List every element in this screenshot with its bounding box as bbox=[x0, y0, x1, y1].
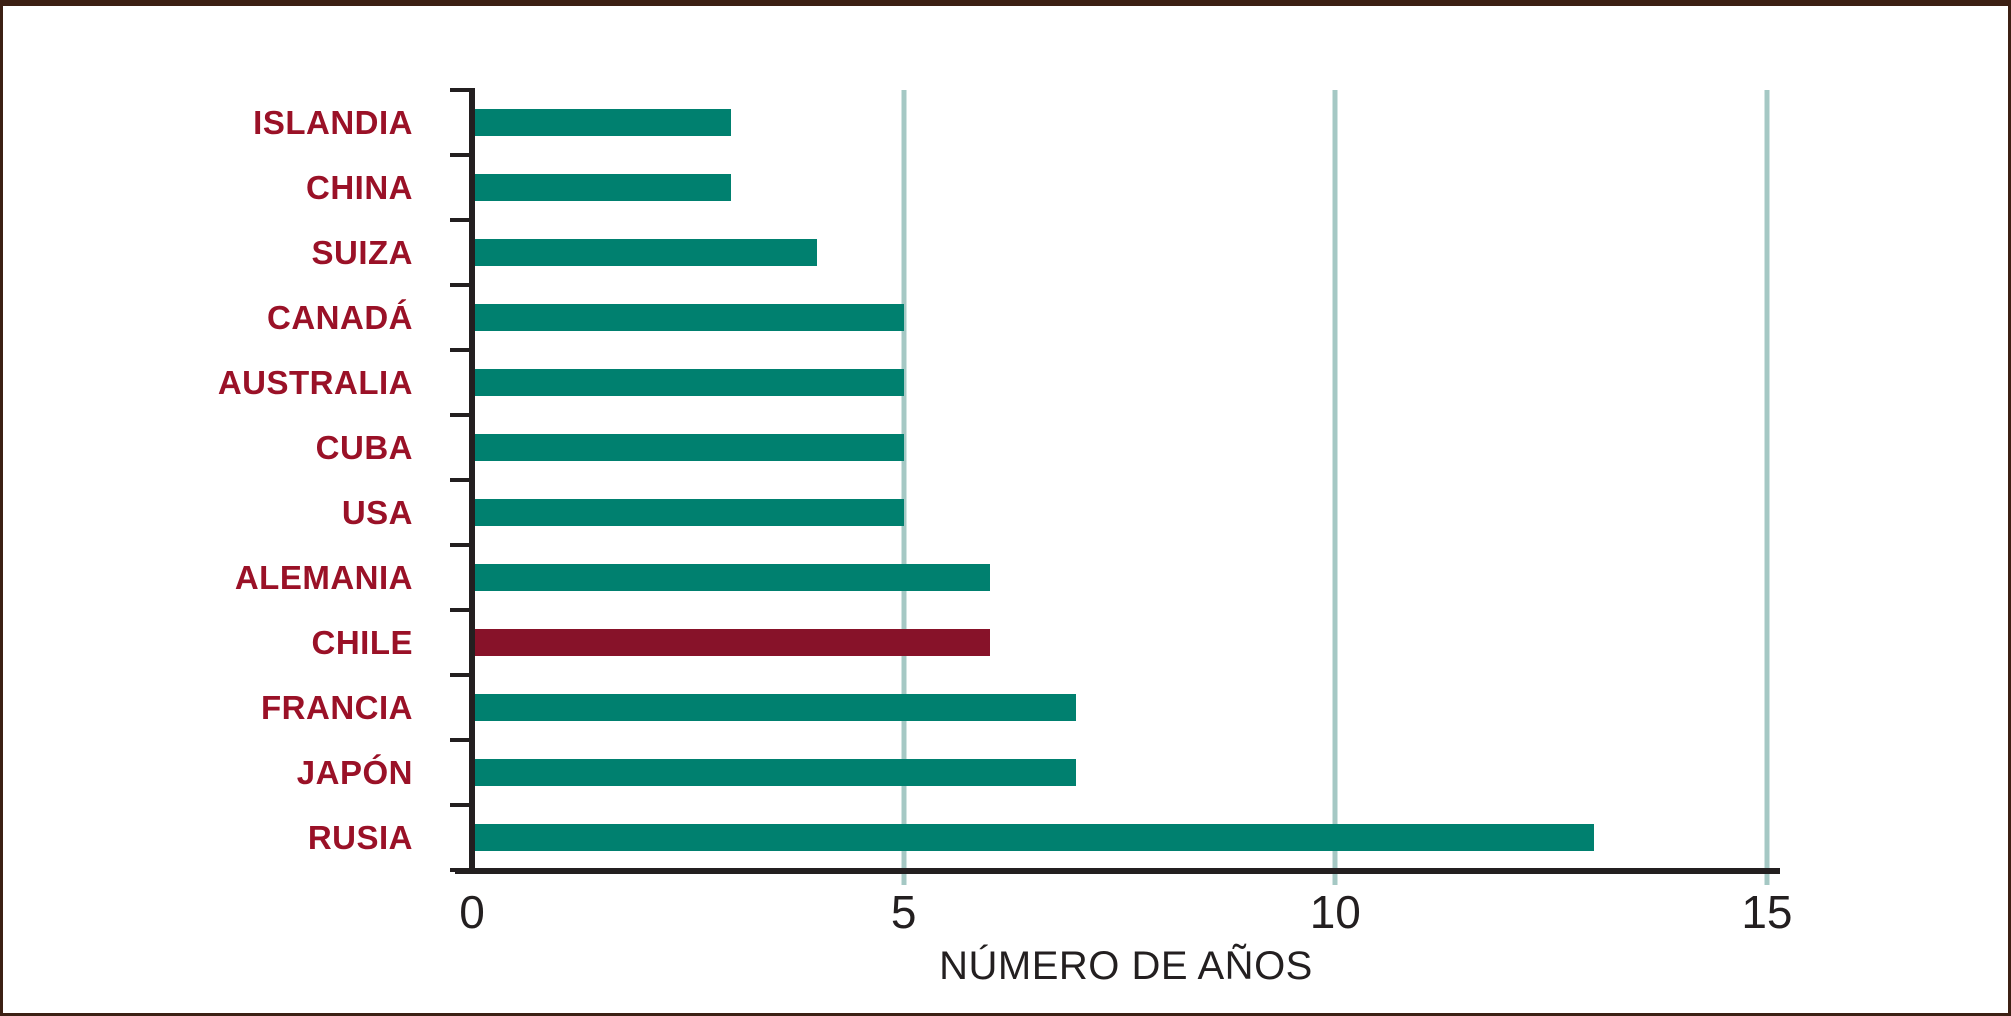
x-tick-label-5: 5 bbox=[890, 886, 917, 938]
bar-alemania bbox=[472, 564, 990, 591]
y-axis-tick bbox=[450, 218, 472, 222]
bar-usa bbox=[472, 499, 904, 526]
y-axis-tick bbox=[450, 348, 472, 352]
y-axis-tick bbox=[450, 803, 472, 807]
bar-suiza bbox=[472, 239, 818, 266]
gridline-15 bbox=[1764, 90, 1770, 885]
category-label-usa: USA bbox=[341, 494, 413, 531]
category-label-alemania: ALEMANIA bbox=[234, 559, 413, 596]
bar-chile bbox=[472, 629, 990, 656]
category-label-islandia: ISLANDIA bbox=[253, 104, 413, 141]
y-axis-tick bbox=[450, 543, 472, 547]
category-label-suiza: SUIZA bbox=[311, 234, 413, 271]
category-label-japón: JAPÓN bbox=[296, 754, 413, 791]
bar-francia bbox=[472, 694, 1077, 721]
category-label-francia: FRANCIA bbox=[261, 689, 413, 726]
bar-japón bbox=[472, 759, 1077, 786]
category-label-australia: AUSTRALIA bbox=[217, 364, 413, 401]
x-axis-line bbox=[455, 868, 1780, 874]
x-axis-title: NÚMERO DE AÑOS bbox=[939, 944, 1313, 988]
category-label-chile: CHILE bbox=[311, 624, 413, 661]
gridline-10 bbox=[1332, 90, 1338, 885]
y-axis-tick bbox=[450, 868, 472, 872]
bar-canadá bbox=[472, 304, 904, 331]
y-axis-tick bbox=[450, 413, 472, 417]
bar-rusia bbox=[472, 824, 1595, 851]
x-tick-label-0: 0 bbox=[459, 886, 485, 938]
category-label-rusia: RUSIA bbox=[307, 819, 413, 856]
category-label-cuba: CUBA bbox=[315, 429, 413, 466]
y-axis-tick bbox=[450, 478, 472, 482]
category-label-canadá: CANADÁ bbox=[267, 299, 413, 336]
y-axis-tick bbox=[450, 738, 472, 742]
y-axis-tick bbox=[450, 608, 472, 612]
bar-china bbox=[472, 174, 731, 201]
y-axis-tick bbox=[450, 88, 472, 92]
y-axis-tick bbox=[450, 283, 472, 287]
y-axis-tick bbox=[450, 673, 472, 677]
y-axis-line bbox=[469, 88, 475, 874]
bar-australia bbox=[472, 369, 904, 396]
category-label-china: CHINA bbox=[306, 169, 413, 206]
x-tick-label-10: 10 bbox=[1309, 886, 1361, 938]
y-axis-tick bbox=[450, 153, 472, 157]
gridline-5 bbox=[901, 90, 907, 885]
bar-islandia bbox=[472, 109, 731, 136]
bar-cuba bbox=[472, 434, 904, 461]
x-tick-label-15: 15 bbox=[1741, 886, 1793, 938]
